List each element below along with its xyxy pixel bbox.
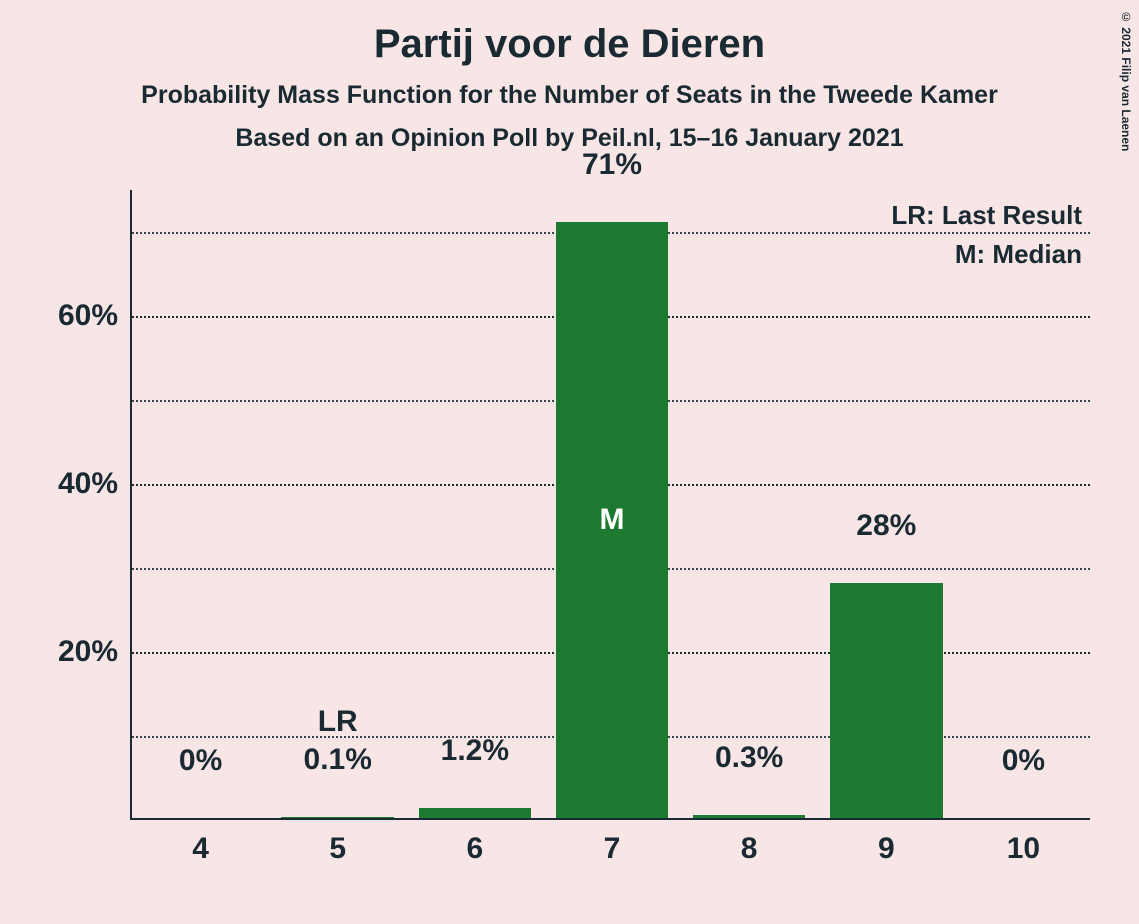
y-axis-tick-label: 20% <box>58 635 118 669</box>
last-result-annotation: LR <box>318 705 358 739</box>
x-axis-tick-label: 6 <box>467 832 484 866</box>
bar-value-label: 71% <box>582 148 642 182</box>
bar <box>281 817 393 818</box>
x-axis-tick-label: 10 <box>1007 832 1040 866</box>
bar-value-label: 0.1% <box>304 743 372 777</box>
bar <box>830 583 942 818</box>
chart-legend: LR: Last Result M: Median <box>891 196 1082 274</box>
y-axis-tick-label: 40% <box>58 467 118 501</box>
bar-value-label: 0% <box>179 744 222 778</box>
legend-m: M: Median <box>891 235 1082 274</box>
x-axis-tick-label: 7 <box>604 832 621 866</box>
x-axis-tick-label: 5 <box>329 832 346 866</box>
bar-value-label: 0% <box>1002 744 1045 778</box>
chart-subtitle-1: Probability Mass Function for the Number… <box>0 81 1139 110</box>
copyright-text: © 2021 Filip van Laenen <box>1119 10 1133 151</box>
x-axis-tick-label: 9 <box>878 832 895 866</box>
chart-plot-area: LR: Last Result M: Median 20%40%60%0%40.… <box>130 190 1090 820</box>
y-axis-tick-label: 60% <box>58 299 118 333</box>
bar-value-label: 0.3% <box>715 741 783 775</box>
x-axis-tick-label: 8 <box>741 832 758 866</box>
bar <box>693 815 805 818</box>
legend-lr: LR: Last Result <box>891 196 1082 235</box>
chart-subtitle-2: Based on an Opinion Poll by Peil.nl, 15–… <box>0 124 1139 153</box>
bar-value-label: 28% <box>856 509 916 543</box>
chart-title: Partij voor de Dieren <box>0 0 1139 67</box>
median-annotation: M <box>600 503 625 537</box>
bar <box>419 808 531 818</box>
x-axis-tick-label: 4 <box>192 832 209 866</box>
bar-value-label: 1.2% <box>441 734 509 768</box>
